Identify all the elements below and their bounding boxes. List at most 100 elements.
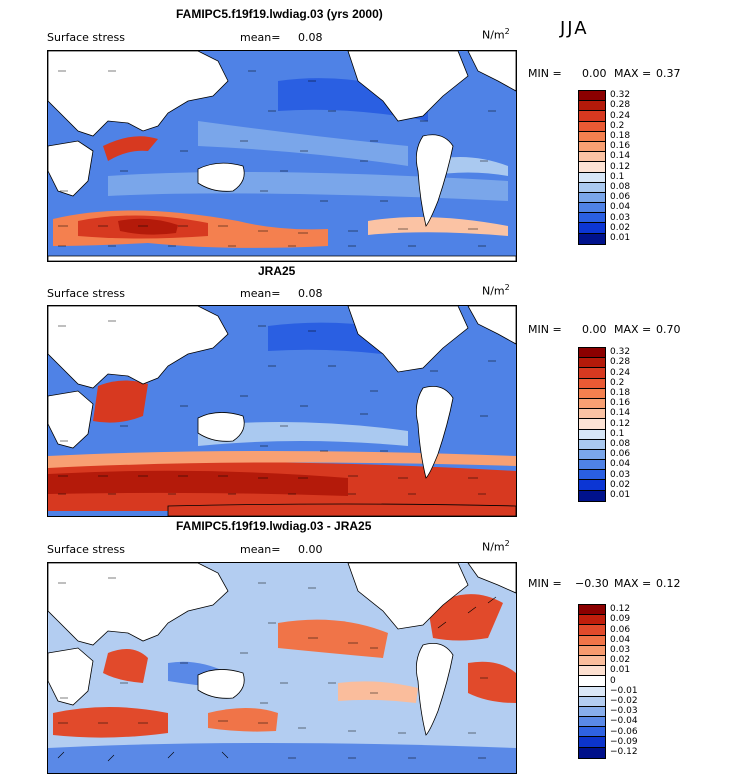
panel-1-map: [47, 50, 517, 262]
colorbar-tick-label: −0.06: [610, 726, 638, 737]
colorbar-swatch: [579, 737, 605, 748]
panel-3-min-value: −0.30: [575, 577, 609, 590]
stress-band: [198, 422, 408, 446]
stress-vectors: [57, 577, 497, 762]
colorbar-swatch: [579, 635, 605, 646]
colorbar-swatch: [579, 429, 605, 440]
colorbar-swatch: [579, 348, 605, 359]
colorbar-swatch: [579, 162, 605, 173]
colorbar-swatch: [579, 409, 605, 420]
stress-band: [368, 217, 508, 236]
panel-1-title: FAMIPC5.f19f19.lwdiag.03 (yrs 2000): [176, 7, 383, 21]
colorbar-tick-label: 0.02: [610, 655, 631, 666]
colorbar-tick-label: 0.16: [610, 141, 631, 152]
colorbar-swatch: [579, 192, 605, 204]
colorbar-swatch: [579, 152, 605, 163]
colorbar-tick-label: 0.28: [610, 100, 631, 111]
panel-1-map-svg: [48, 51, 516, 261]
colorbar-tick-label: 0.24: [610, 110, 631, 121]
colorbar-tick-label: 0.01: [610, 489, 631, 500]
colorbar-tick-label: 0.02: [610, 222, 631, 233]
panel-2-mean-label: mean=: [240, 287, 281, 300]
colorbar-swatch: [579, 398, 605, 410]
panel-2-map-svg: [48, 306, 516, 516]
colorbar-tick-label: −0.04: [610, 716, 638, 727]
stress-band: [48, 451, 516, 468]
land-masses: [48, 51, 516, 261]
panel-3-min-label: MIN =: [528, 577, 562, 590]
stress-band: [198, 121, 408, 166]
colorbar-tick-label: −0.12: [610, 746, 638, 757]
colorbar-swatch: [579, 717, 605, 728]
colorbar-swatch: [579, 490, 605, 501]
units-exponent: 2: [504, 283, 510, 292]
panel-2-field-label: Surface stress: [47, 287, 125, 300]
colorbar-tick-label: 0.18: [610, 130, 631, 141]
panel-2-max-value: 0.70: [656, 323, 681, 336]
colorbar-swatch: [579, 449, 605, 461]
land-masses: [48, 563, 516, 736]
stress-band: [338, 681, 418, 703]
colorbar-tick-label: −0.01: [610, 685, 638, 696]
stress-band: [103, 136, 158, 161]
colorbar-swatch: [579, 460, 605, 471]
colorbar-swatch: [579, 358, 605, 369]
colorbar-swatch: [579, 213, 605, 224]
panel-2-units: N/m2: [482, 283, 510, 298]
colorbar-tick-label: 0.18: [610, 387, 631, 398]
colorbar-tick-label: 0.32: [610, 90, 631, 101]
colorbar-swatch: [579, 141, 605, 153]
colorbar-swatch: [579, 131, 605, 142]
colorbar-swatch: [579, 91, 605, 102]
colorbar-swatch: [579, 696, 605, 707]
colorbar-swatch: [579, 203, 605, 214]
colorbar-tick-label: 0.03: [610, 469, 631, 480]
colorbar-tick-label: 0.09: [610, 614, 631, 625]
colorbar-swatch: [579, 686, 605, 697]
colorbar-swatch: [579, 625, 605, 636]
colorbar-tick-label: −0.02: [610, 695, 638, 706]
colorbar-tick-label: 0.12: [610, 604, 631, 615]
colorbar-tick-label: 0.04: [610, 634, 631, 645]
colorbar-tick-label: −0.09: [610, 736, 638, 747]
stress-band: [93, 380, 148, 423]
colorbar-swatch: [579, 101, 605, 112]
colorbar-swatch: [579, 747, 605, 758]
colorbar-swatch: [579, 666, 605, 677]
panel-1-mean-label: mean=: [240, 31, 281, 44]
colorbar-tick-label: 0.12: [610, 161, 631, 172]
colorbar-tick-label: 0.06: [610, 192, 631, 203]
colorbar-tick-label: 0.06: [610, 624, 631, 635]
colorbar-swatch: [579, 706, 605, 718]
colorbar-swatch: [579, 111, 605, 122]
panel-2-colorbar: [578, 347, 606, 502]
colorbar-tick-label: 0.01: [610, 665, 631, 676]
panel-2-map: [47, 305, 517, 517]
panel-1-min-label: MIN =: [528, 67, 562, 80]
colorbar-tick-label: 0.04: [610, 202, 631, 213]
panel-1-min-value: 0.00: [582, 67, 607, 80]
colorbar-swatch: [579, 727, 605, 738]
stress-band: [48, 470, 348, 496]
land-masses: [48, 306, 516, 516]
colorbar-tick-label: 0.03: [610, 212, 631, 223]
colorbar-tick-label: 0.08: [610, 181, 631, 192]
colorbar-swatch: [579, 419, 605, 430]
panel-2-mean-value: 0.08: [298, 287, 323, 300]
colorbar-swatch: [579, 439, 605, 450]
panel-3-max-label: MAX =: [614, 577, 652, 590]
season-label: JJA: [560, 18, 589, 39]
colorbar-swatch: [579, 182, 605, 193]
colorbar-tick-label: 0.2: [610, 120, 625, 131]
units-exponent: 2: [504, 27, 510, 36]
panel-1-mean-value: 0.08: [298, 31, 323, 44]
colorbar-swatch: [579, 223, 605, 234]
colorbar-tick-label: 0.1: [610, 171, 625, 182]
colorbar-swatch: [579, 645, 605, 656]
panel-3-title: FAMIPC5.f19f19.lwdiag.03 - JRA25: [176, 519, 372, 533]
colorbar-swatch: [579, 655, 605, 667]
panel-3-colorbar: [578, 604, 606, 759]
panel-1-max-value: 0.37: [656, 67, 681, 80]
colorbar-tick-label: 0.14: [610, 151, 631, 162]
stress-band: [278, 619, 388, 658]
